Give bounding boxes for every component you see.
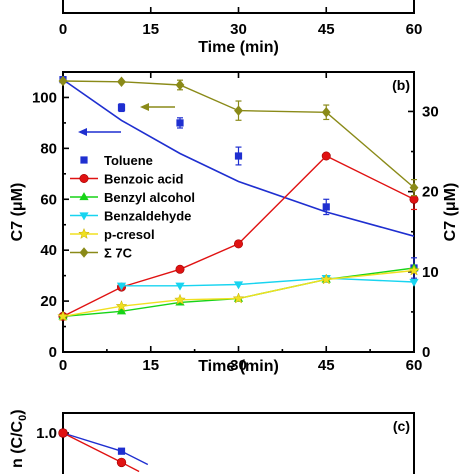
legend-marker-4	[78, 227, 90, 239]
data-point	[234, 152, 243, 160]
legend-marker-0	[80, 156, 88, 164]
panel-c-label: (c)	[393, 418, 410, 434]
panel-c-series-1	[58, 428, 140, 473]
data-point	[409, 182, 419, 193]
panel-c-data-point	[58, 428, 68, 438]
panel-b-y2-tick-label-0: 0	[422, 344, 430, 361]
data-point	[233, 281, 244, 290]
panel-c-data-point	[117, 447, 126, 455]
panel-b-y-tick-label-80: 80	[40, 140, 57, 157]
legend-label-2: Benzyl alcohol	[104, 190, 195, 205]
legend-label-0: Toluene	[104, 153, 153, 168]
data-point	[234, 239, 244, 249]
panel-c-y-axis-title: n (C/C0)	[9, 409, 29, 468]
data-point	[175, 264, 185, 274]
panel-b-y-axis-title: C7 (μM)	[9, 183, 26, 242]
legend-label-5: Σ 7C	[104, 246, 133, 261]
series-line-0	[62, 78, 415, 237]
data-point	[232, 292, 245, 304]
data-point	[409, 194, 419, 204]
panel-a-x-tick-label-0: 0	[59, 21, 67, 38]
data-point	[116, 306, 127, 315]
panel-b-y2-axis-title: C7 (μM)	[442, 183, 459, 242]
series-line-3	[121, 277, 415, 287]
panel-a-x-tick-label-45: 45	[318, 21, 335, 38]
data-point	[117, 104, 126, 112]
legend-label-1: Benzoic acid	[104, 172, 184, 187]
data-point	[175, 282, 185, 291]
series-4	[57, 264, 420, 322]
data-point	[57, 310, 69, 322]
data-point	[175, 79, 185, 91]
panel-b-x-tick-label-0: 0	[59, 357, 67, 374]
series-line-1	[62, 155, 415, 318]
legend-label-3: Benzaldehyde	[104, 209, 191, 224]
panel-a-x-axis-title: Time (min)	[198, 39, 279, 56]
data-point	[234, 105, 243, 116]
panel-b-y2-tick-label-20: 20	[422, 184, 439, 201]
panel-b-label: (b)	[392, 77, 410, 93]
data-point	[321, 151, 331, 161]
panel-a-x-tick-label-15: 15	[142, 21, 159, 38]
panel-c-series-0	[59, 429, 149, 466]
panel-c-y-tick-label: 1.0	[36, 425, 57, 442]
panel-b-y-tick-label-60: 60	[40, 191, 57, 208]
panel-b-x-axis-title: Time (min)	[198, 358, 279, 375]
panel-b-x-tick-label-60: 60	[406, 357, 423, 374]
panel-a-x-tick-label-60: 60	[406, 21, 423, 38]
panel-c-series-line-1	[62, 432, 140, 473]
panel-b-y-tick-label-40: 40	[40, 242, 57, 259]
legend-marker-1	[79, 174, 89, 184]
panel-b-y2-tick-label-30: 30	[422, 103, 439, 120]
data-point	[116, 282, 127, 291]
legend-marker-5	[79, 247, 89, 258]
series-line-5	[62, 80, 415, 189]
panel-b-y-tick-label-20: 20	[40, 293, 57, 310]
panel-b-x-tick-label-15: 15	[142, 357, 159, 374]
panel-b-x-tick-label-45: 45	[318, 357, 335, 374]
panel-b-y-tick-label-0: 0	[49, 344, 57, 361]
panel-b-x-tick-label-30: 30	[230, 357, 247, 374]
series-line-4	[62, 269, 415, 318]
arrow-head-0	[78, 128, 87, 136]
panel-c-series-line-0	[62, 432, 149, 466]
series-3	[116, 275, 419, 291]
legend-marker-3	[79, 212, 89, 221]
data-point	[322, 203, 330, 211]
data-point	[115, 300, 128, 312]
panel-a: 0 15 30 45 60 Time (min)	[59, 0, 423, 56]
panel-a-x-tick-label-30: 30	[230, 21, 247, 38]
panel-b-y-tick-label-100: 100	[32, 89, 57, 106]
panel-c: (c) 1.0 n (C/C0)	[9, 409, 415, 474]
data-point	[408, 264, 420, 276]
legend-marker-2	[79, 192, 89, 201]
data-point	[176, 119, 184, 127]
data-point	[321, 107, 331, 118]
data-point	[117, 76, 126, 88]
panel-c-frame	[62, 412, 415, 474]
data-point	[174, 293, 186, 305]
data-point	[409, 278, 419, 287]
series-5	[58, 75, 419, 197]
panel-c-data-point	[116, 457, 127, 468]
data-point	[58, 75, 68, 87]
panel-b-y2-tick-label-10: 10	[422, 264, 439, 281]
legend-label-4: p-cresol	[104, 227, 155, 242]
arrow-head-1	[140, 103, 149, 111]
legend: Toluene Benzoic acid Benzyl alcohol Benzald…	[70, 153, 195, 261]
data-point	[320, 273, 333, 285]
